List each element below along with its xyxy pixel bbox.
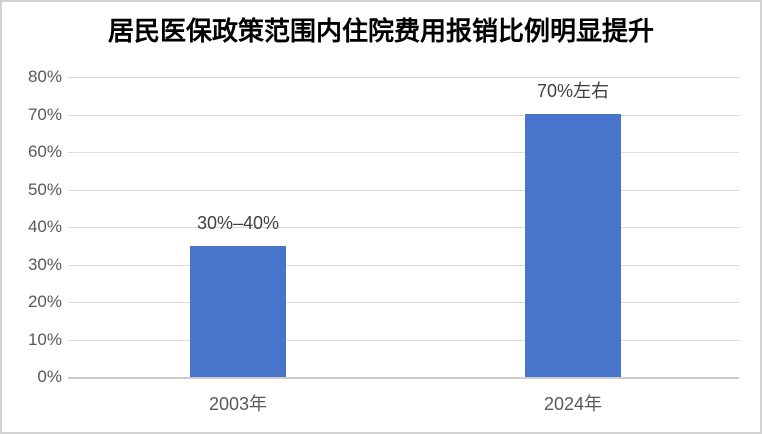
x-axis-label-2003: 2003年 [208,394,268,414]
bar-2003 [190,246,286,377]
gridline [68,339,739,341]
bar-2024 [525,114,621,377]
y-axis-tick-label: 80% [27,67,62,86]
y-axis-tick-label: 70% [27,104,62,124]
y-axis-tick-label: 0% [37,367,62,386]
y-axis-tick-label: 50% [27,179,62,199]
gridline [68,114,739,116]
gridline [68,302,739,303]
data-label-2024: 70%左右 [536,81,610,101]
gridline [68,189,739,191]
chart-title: 居民医保政策范围内住院费用报销比例明显提升 [107,16,654,46]
gridline [68,264,739,266]
y-axis-tick-label: 20% [27,292,62,311]
y-axis-tick-label: 60% [27,142,62,161]
x-axis-line [68,377,739,379]
gridline [68,227,739,228]
data-label-2003: 30%–40% [196,213,280,233]
y-axis-tick-label: 30% [27,254,62,274]
y-axis-tick-label: 10% [27,329,62,349]
x-axis-label-2024: 2024年 [543,394,603,414]
y-axis-tick-label: 40% [27,217,62,236]
gridline [68,152,739,153]
gridline [68,77,739,78]
